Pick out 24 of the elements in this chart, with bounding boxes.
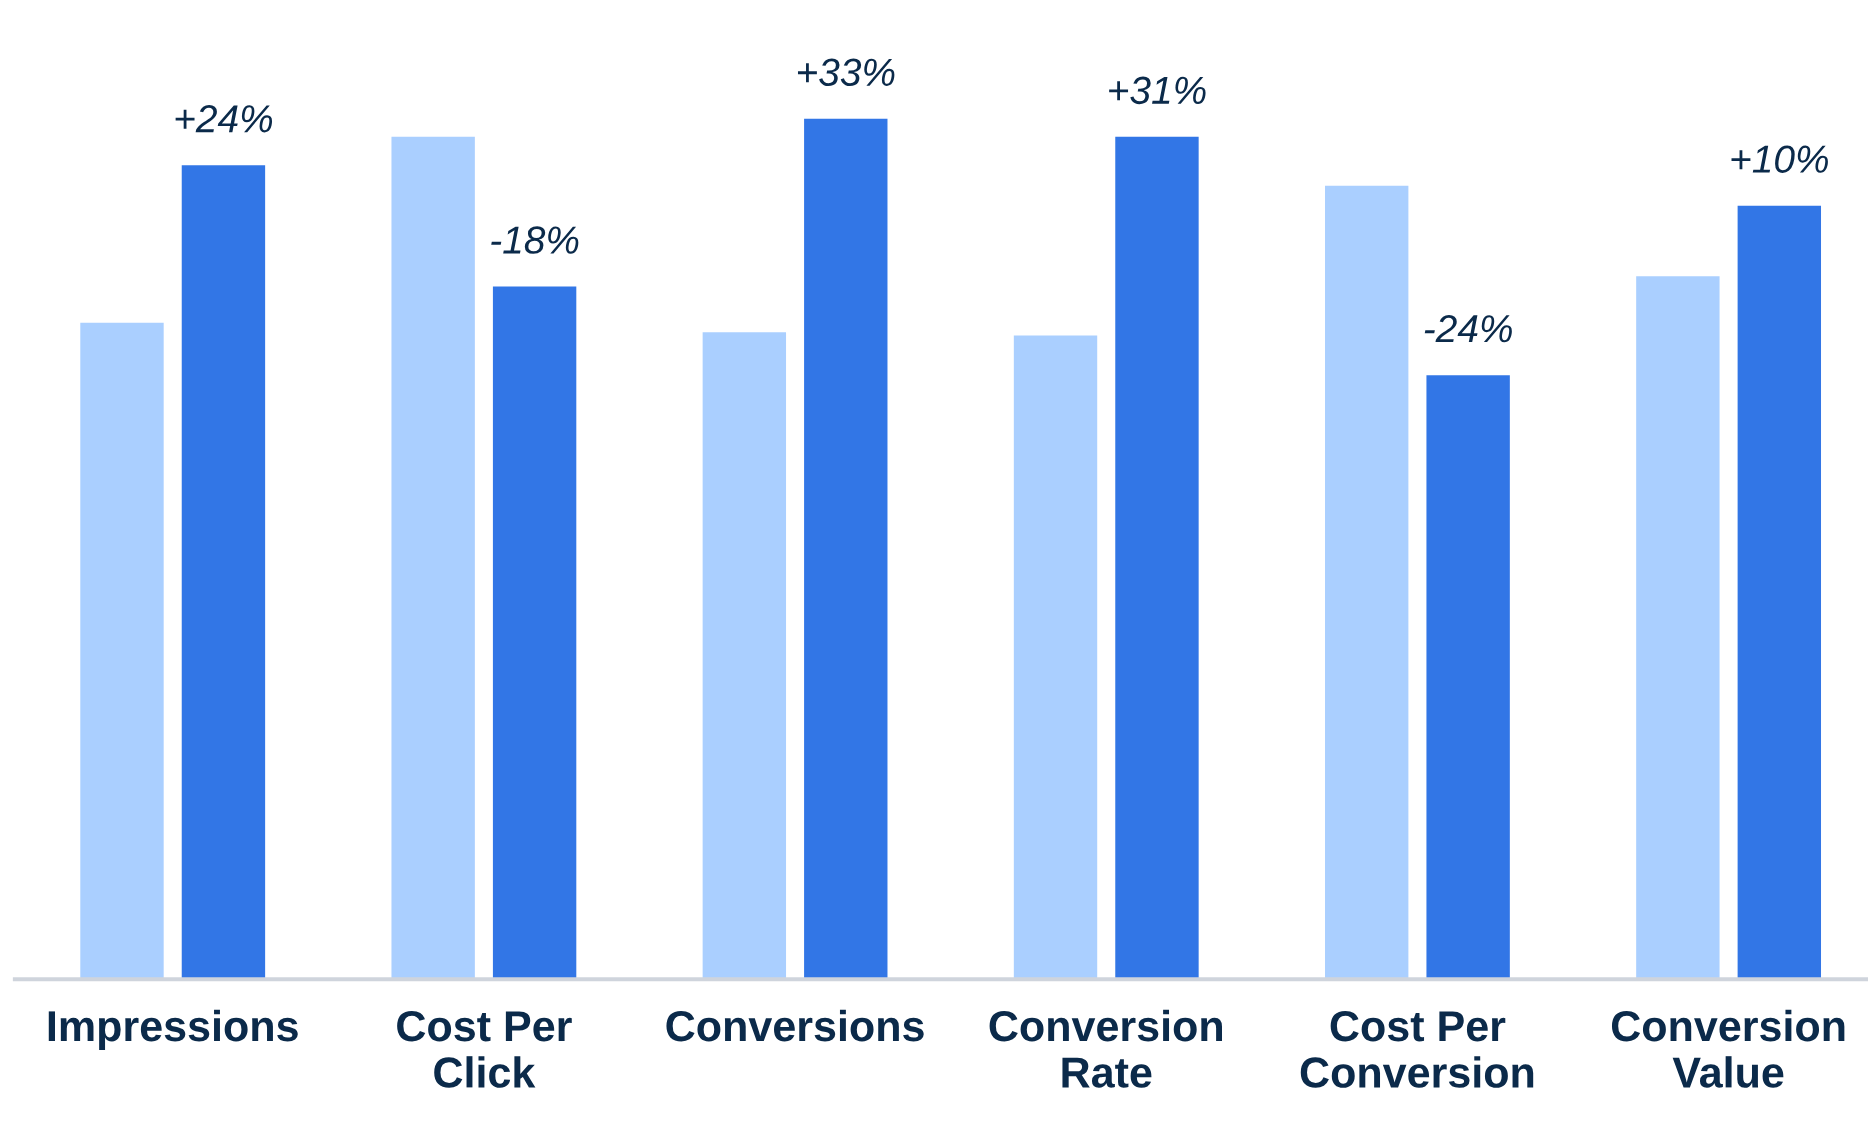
x-tick-label: Conversions [666, 1009, 924, 1042]
bar [702, 332, 787, 980]
bar [1426, 375, 1510, 980]
annotation: +10% [1731, 145, 1828, 173]
annotation: +24% [175, 104, 273, 133]
text: +33% [797, 58, 895, 87]
bar [80, 322, 164, 980]
bar [1013, 335, 1098, 980]
annotation: -18% [491, 226, 579, 254]
bar [391, 136, 475, 980]
annotation: -24% [1424, 314, 1512, 343]
bar [1737, 205, 1822, 980]
bar [804, 118, 888, 980]
x-tick-label: Cost Per Conversion [1300, 1010, 1534, 1088]
bar [1325, 185, 1409, 980]
x-tick-label: Cost Per Click [397, 1010, 572, 1088]
text: +31% [1109, 76, 1206, 105]
bar [1636, 276, 1720, 980]
x-tick-label: Conversion Value [1611, 1009, 1845, 1088]
x-tick-label: Conversion Rate [989, 1009, 1222, 1088]
bar [492, 286, 577, 980]
bar [181, 165, 266, 980]
x-tick-label: Impressions [48, 1009, 298, 1050]
bar [1115, 136, 1199, 980]
